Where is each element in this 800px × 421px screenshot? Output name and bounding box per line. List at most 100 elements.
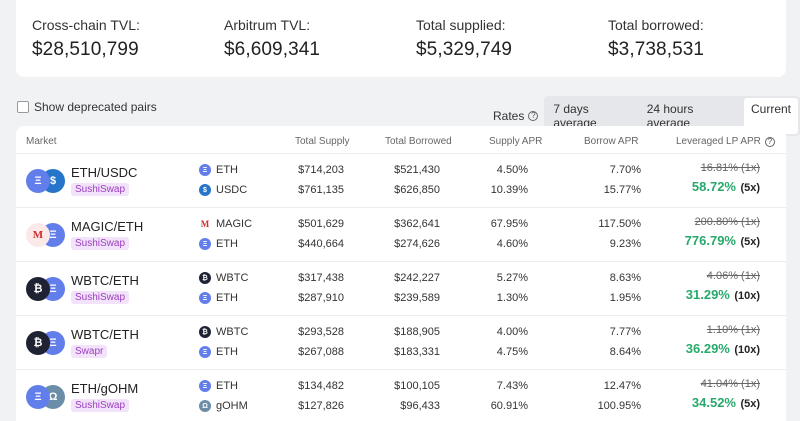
- lev-apr-old: 1.10% (1x): [706, 324, 760, 336]
- markets-table: Market Total Supply Total Borrowed Suppl…: [16, 126, 786, 421]
- pair-icons: M Ξ: [26, 223, 66, 247]
- borrow-apr: 9.23%: [609, 238, 641, 250]
- total-supply: $293,528: [298, 326, 344, 338]
- token-label: Ξ ETH: [199, 238, 238, 250]
- token-symbol: gOHM: [216, 400, 248, 412]
- lev-apr-new: 58.72% (5x): [692, 178, 760, 196]
- total-borrowed: $626,850: [394, 184, 440, 196]
- table-row[interactable]: Ξ $ ETH/USDC SushiSwap Ξ ETH $ USDC $714,2…: [16, 154, 786, 208]
- total-borrowed: $188,905: [394, 326, 440, 338]
- token-symbol: ETH: [216, 292, 238, 304]
- total-borrowed: $242,227: [394, 272, 440, 284]
- help-icon[interactable]: ?: [764, 136, 775, 147]
- total-supply: $127,826: [298, 400, 344, 412]
- borrow-apr: 8.63%: [609, 272, 641, 284]
- header-supply-apr: Supply APR: [489, 136, 543, 147]
- rates-label: Rates: [493, 109, 525, 123]
- borrow-apr: 1.95%: [609, 292, 641, 304]
- header-total-borrowed: Total Borrowed: [385, 136, 452, 147]
- leveraged-apr: 41.04% (1x) 34.52% (5x): [666, 370, 760, 421]
- stat-value: $3,738,531: [608, 39, 705, 60]
- total-borrowed: $274,626: [394, 238, 440, 250]
- magic-icon: M: [200, 219, 210, 229]
- lev-apr-old: 16.81% (1x): [700, 162, 760, 174]
- pair-icons: Ξ Ω: [26, 385, 66, 409]
- deprecated-checkbox[interactable]: [17, 101, 29, 113]
- eth-icon: Ξ: [199, 238, 211, 250]
- lev-apr-value: 34.52%: [691, 395, 736, 410]
- borrow-apr: 7.70%: [609, 164, 641, 176]
- usdc-icon: $: [199, 184, 211, 196]
- total-supply: $761,135: [298, 184, 344, 196]
- table-row[interactable]: M Ξ MAGIC/ETH SushiSwap M MAGIC Ξ ETH $501…: [16, 208, 786, 262]
- borrow-apr: 12.47%: [603, 380, 641, 392]
- token-label: Ξ ETH: [199, 346, 238, 358]
- total-supply: $317,438: [298, 272, 344, 284]
- token-symbol: ETH: [216, 346, 238, 358]
- eth-icon: Ξ: [199, 380, 211, 392]
- stat-value: $5,329,749: [416, 39, 513, 60]
- eth-icon: Ξ: [26, 385, 50, 409]
- header-borrow-apr: Borrow APR: [584, 136, 639, 147]
- pair-icons: ₿ Ξ: [26, 331, 66, 355]
- table-row[interactable]: ₿ Ξ WBTC/ETH SushiSwap ₿ WBTC Ξ ETH $317,4…: [16, 262, 786, 316]
- eth-icon: Ξ: [199, 164, 211, 176]
- header-leveraged-label: Leveraged LP APR: [676, 136, 761, 147]
- lev-apr-new: 31.29% (10x): [686, 286, 760, 304]
- stat-value: $6,609,341: [224, 39, 321, 60]
- eth-icon: Ξ: [199, 346, 211, 358]
- total-supply: $134,482: [298, 380, 344, 392]
- borrow-apr: 100.95%: [597, 400, 641, 412]
- total-supply: $267,088: [298, 346, 344, 358]
- supply-apr: 10.39%: [490, 184, 528, 196]
- eth-icon: Ξ: [199, 292, 211, 304]
- supply-apr: 67.95%: [490, 218, 528, 230]
- total-borrowed: $183,331: [394, 346, 440, 358]
- header-market: Market: [26, 136, 57, 147]
- lev-multiplier: (5x): [740, 398, 760, 410]
- supply-apr: 4.75%: [496, 346, 528, 358]
- pair-name: ETH/USDC: [71, 165, 138, 180]
- lev-multiplier: (5x): [740, 236, 760, 248]
- token-symbol: ETH: [216, 380, 238, 392]
- table-row[interactable]: ₿ Ξ WBTC/ETH Swapr ₿ WBTC Ξ ETH $293,528 $…: [16, 316, 786, 370]
- stat-label: Total borrowed:: [608, 17, 704, 33]
- stat-total-borrowed: Total borrowed: $3,738,531: [608, 17, 704, 61]
- token-label: Ξ ETH: [199, 380, 238, 392]
- lev-multiplier: (10x): [734, 344, 760, 356]
- lev-apr-value: 36.29%: [685, 341, 730, 356]
- stat-total-supplied: Total supplied: $5,329,749: [416, 17, 512, 61]
- supply-apr: 5.27%: [496, 272, 528, 284]
- leveraged-apr: 1.10% (1x) 36.29% (10x): [666, 316, 760, 370]
- dex-badge: SushiSwap: [71, 237, 130, 250]
- lev-apr-new: 36.29% (10x): [686, 340, 760, 358]
- header-total-supply: Total Supply: [295, 136, 350, 147]
- pair-name: WBTC/ETH: [71, 273, 139, 288]
- token-symbol: WBTC: [216, 326, 249, 338]
- help-icon[interactable]: ?: [528, 111, 539, 121]
- supply-apr: 60.91%: [490, 400, 528, 412]
- token-label: ₿ WBTC: [199, 326, 248, 338]
- supply-apr: 1.30%: [496, 292, 528, 304]
- stat-label: Arbitrum TVL:: [224, 17, 311, 33]
- gohm-icon: Ω: [199, 400, 211, 412]
- token-symbol: USDC: [216, 184, 248, 196]
- total-supply: $287,910: [298, 292, 344, 304]
- token-label: ₿ WBTC: [199, 272, 248, 284]
- borrow-apr: 8.64%: [609, 346, 641, 358]
- header-leveraged-lp-apr: Leveraged LP APR ?: [676, 136, 775, 147]
- total-supply: $440,664: [298, 238, 344, 250]
- borrow-apr: 7.77%: [609, 326, 641, 338]
- wbtc-icon: ₿: [26, 277, 50, 301]
- total-borrowed: $100,105: [394, 380, 440, 392]
- borrow-apr: 15.77%: [603, 184, 641, 196]
- total-borrowed: $521,430: [394, 164, 440, 176]
- supply-apr: 4.00%: [496, 326, 528, 338]
- wbtc-icon: ₿: [199, 326, 211, 338]
- stat-label: Cross-chain TVL:: [32, 17, 140, 33]
- leveraged-apr: 16.81% (1x) 58.72% (5x): [666, 154, 760, 208]
- stat-cross-chain-tvl: Cross-chain TVL: $28,510,799: [32, 17, 140, 61]
- show-deprecated-toggle[interactable]: Show deprecated pairs: [17, 100, 157, 114]
